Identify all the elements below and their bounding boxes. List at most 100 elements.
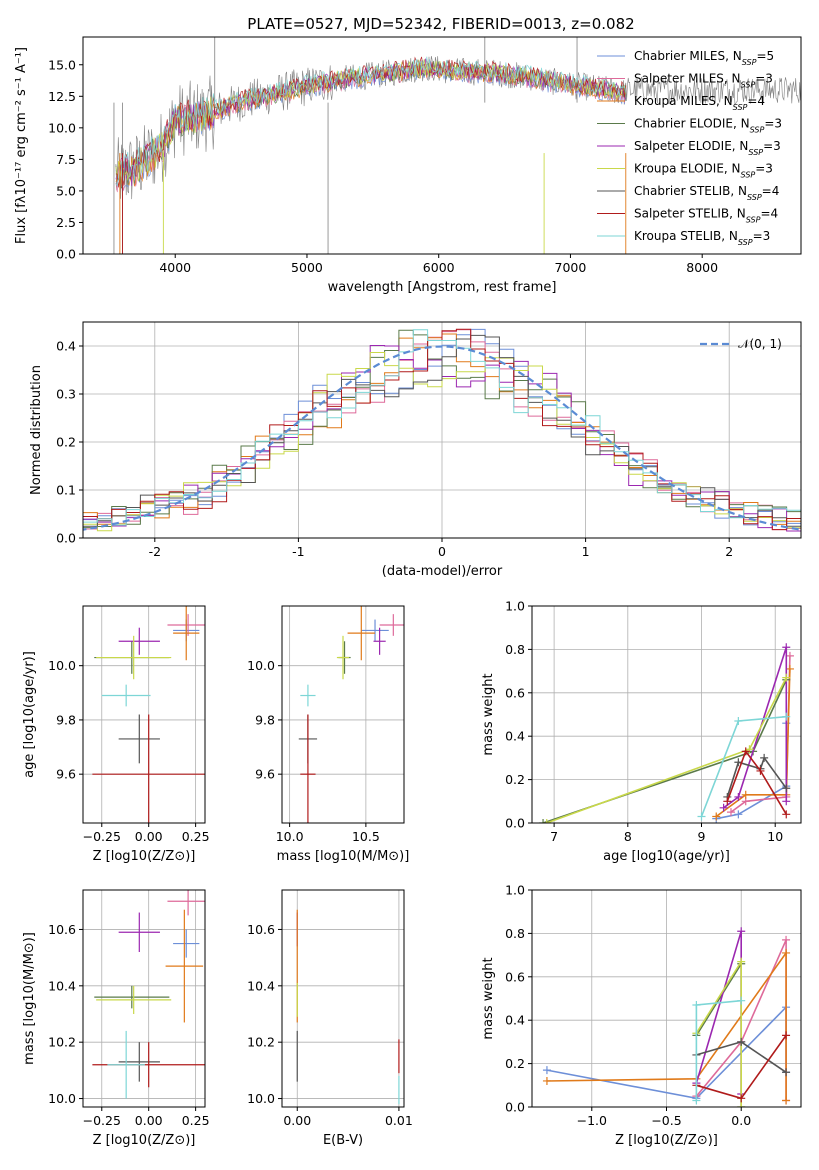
marker-kroupa_miles	[782, 948, 791, 957]
y-tick-label: 0.1	[56, 483, 76, 498]
x-tick-label: 0.00	[135, 1113, 163, 1128]
x-tick-label: -2	[149, 544, 161, 559]
errorbars	[298, 606, 404, 823]
x-tick-label: 5000	[291, 260, 323, 275]
axes-7: −1.0 −0.5 0.0 0.0 0.2 0.4 0.6 0.8 1.0 Z [log10(Z/…	[481, 883, 802, 1148]
x-tick-label: −1.0	[577, 1113, 607, 1128]
y-tick-label: 9.6	[56, 767, 76, 782]
y-tick-label: 10.6	[48, 922, 76, 937]
legend-label-salpeter_miles: Salpeter MILES, NSSP=3	[634, 72, 773, 90]
series-salpeter_stelib	[726, 749, 787, 815]
marker-salpeter_stelib	[782, 1031, 791, 1040]
marker-kroupa_stelib	[734, 717, 743, 726]
y-tick-label: 15.0	[48, 57, 76, 72]
y-tick-label: 10.0	[48, 1091, 76, 1106]
axes-2: −0.25 0.00 0.25 9.6 9.8 10.0 Z [log10(Z/Z⊙)] ag…	[22, 605, 210, 864]
axes-frame	[82, 605, 206, 824]
y-tick-label: 0.2	[56, 435, 76, 450]
marker-chabrier_stelib	[782, 784, 791, 793]
y-tick-label: 9.8	[56, 712, 76, 727]
marker-kroupa_stelib	[782, 712, 791, 721]
legend-count: =4	[762, 184, 780, 198]
marker-kroupa_stelib	[737, 996, 746, 1005]
legend-sub: SSP	[746, 215, 761, 224]
marker-salpeter_elodie	[719, 803, 728, 812]
marker-kroupa_miles	[542, 1076, 551, 1085]
axes-3: 10.0 10.5 9.6 9.8 10.0 mass [log10(M/M⊙)]	[247, 605, 410, 864]
x-tick-label: 0.00	[283, 1113, 311, 1128]
y-tick-label: 0.8	[505, 926, 525, 941]
x-tick-label: 10	[767, 829, 783, 844]
x-tick-label: 9	[698, 829, 706, 844]
normal-curve	[83, 345, 801, 531]
legend-label-salpeter_elodie: Salpeter ELODIE, NSSP=3	[634, 139, 781, 157]
marker-kroupa_stelib	[692, 1096, 701, 1105]
x-axis-label: wavelength [Angstrom, rest frame]	[328, 280, 557, 295]
marker-kroupa_stelib	[692, 1001, 701, 1010]
marker-chabrier_miles	[542, 1066, 551, 1075]
figure-title: PLATE=0527, MJD=52342, FIBERID=0013, z=0…	[247, 15, 634, 33]
y-tick-label: 7.5	[56, 152, 76, 167]
y-tick-label: 10.0	[48, 120, 76, 135]
axes-frame	[281, 605, 405, 824]
marker-salpeter_stelib	[741, 747, 750, 756]
y-tick-label: 10.0	[247, 1091, 275, 1106]
marker-chabrier_stelib	[737, 1037, 746, 1046]
axes-frame	[531, 605, 802, 824]
legend-label-salpeter_stelib: Salpeter STELIB, NSSP=4	[634, 207, 778, 225]
x-tick-label: 10.0	[276, 829, 304, 844]
axes-frame	[82, 889, 206, 1108]
x-axis-label: Z [log10(Z/Z⊙)]	[93, 1133, 196, 1148]
x-axis-label: Z [log10(Z/Z⊙)]	[93, 849, 196, 864]
legend-label-chabrier_miles: Chabrier MILES, NSSP=5	[634, 49, 774, 67]
marker-chabrier_stelib	[760, 753, 769, 762]
errorbars	[92, 890, 205, 1099]
marker-chabrier_miles	[734, 810, 743, 819]
series-kroupa_elodie	[695, 958, 743, 1107]
y-axis-label: mass [log10(M/M⊙)]	[22, 932, 37, 1065]
errorbars	[296, 909, 400, 1105]
y-tick-label: 0.0	[505, 816, 525, 831]
x-tick-label: 0.01	[385, 1113, 413, 1128]
axes-5: −0.25 0.00 0.25 10.0 10.2 10.4 10.6 Z [log10(Z/…	[22, 889, 210, 1148]
marker-kroupa_elodie	[542, 819, 551, 823]
x-tick-label: 0.00	[135, 829, 163, 844]
spectrum-lines	[113, 37, 801, 254]
axes-frame	[281, 889, 405, 1108]
y-tick-label: 5.0	[56, 183, 76, 198]
x-tick-label: 0	[438, 544, 446, 559]
y-tick-label: 12.5	[48, 89, 76, 104]
marker-salpeter_miles	[785, 651, 794, 660]
histograms	[83, 328, 801, 535]
legend: Chabrier MILES, NSSP=5 Salpeter MILES, NS…	[597, 49, 782, 247]
x-tick-label: 7000	[555, 260, 587, 275]
x-tick-label: 0.0	[731, 1113, 751, 1128]
y-axis-label: Normed distribution	[29, 365, 44, 495]
legend-count: =5	[756, 49, 774, 63]
marker-salpeter_elodie	[782, 797, 791, 806]
legend-count: =4	[760, 207, 778, 221]
y-tick-label: 10.0	[48, 658, 76, 673]
y-tick-label: 10.2	[247, 1035, 275, 1050]
y-tick-label: 0.0	[56, 247, 76, 262]
series-chabrier_elodie	[695, 961, 743, 1107]
marker-chabrier_elodie	[539, 819, 548, 823]
y-tick-label: 0.4	[56, 339, 76, 354]
marker-salpeter_elodie	[782, 643, 791, 652]
errorbars	[92, 606, 205, 823]
y-tick-label: 1.0	[505, 599, 525, 614]
marker-salpeter_miles	[726, 808, 735, 817]
y-axis-label: mass weight	[481, 957, 496, 1039]
x-axis-label: mass [log10(M/M⊙)]	[277, 849, 410, 864]
x-axis-label: age [log10(age/yr)]	[603, 849, 730, 864]
y-tick-label: 0.8	[505, 642, 525, 657]
legend-sub: SSP	[741, 80, 756, 89]
legend-count: =3	[764, 117, 782, 131]
series-salpeter_elodie	[723, 646, 788, 809]
y-tick-label: 10.6	[247, 922, 275, 937]
y-tick-label: 9.6	[255, 767, 275, 782]
x-tick-label: 0.25	[182, 829, 210, 844]
y-tick-label: 9.8	[255, 712, 275, 727]
legend-count: =3	[753, 229, 771, 243]
